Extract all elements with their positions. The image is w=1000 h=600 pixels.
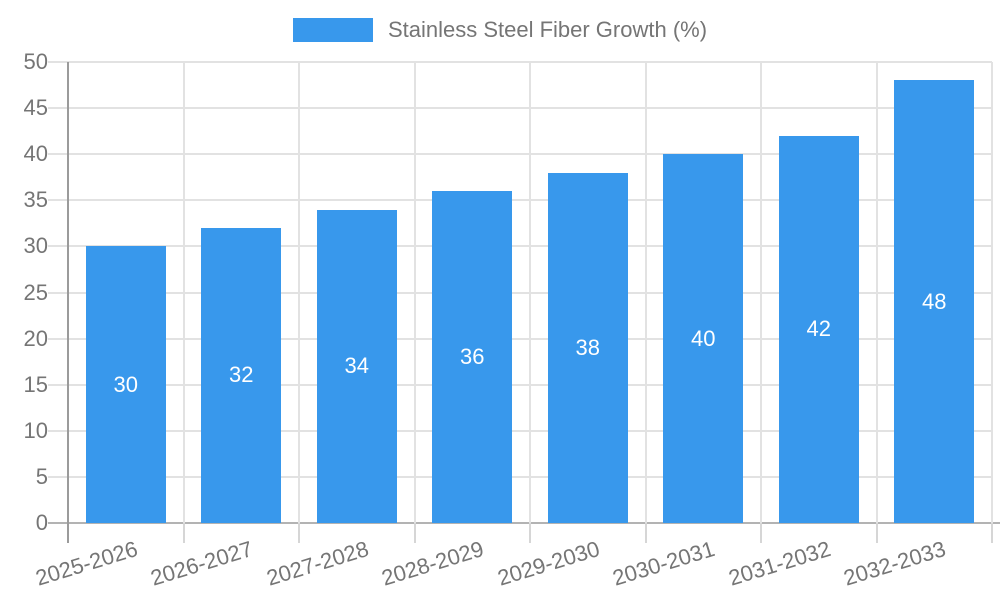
gridline-vertical	[529, 62, 531, 523]
bar-2029-2030[interactable]	[547, 172, 628, 523]
y-axis-tick-label: 35	[23, 187, 48, 213]
x-axis-tick	[529, 523, 531, 543]
bar-value-label: 32	[228, 362, 254, 388]
x-axis-category-label: 2026-2027	[147, 536, 256, 591]
gridline-horizontal	[48, 107, 992, 110]
x-axis-category-label: 2027-2028	[263, 536, 372, 591]
gridline-vertical	[182, 62, 185, 523]
y-axis-tick-label: 40	[23, 141, 48, 167]
x-axis-tick	[991, 523, 993, 543]
x-axis-tick	[413, 523, 416, 543]
bar-value-label: 36	[459, 344, 485, 370]
gridline-vertical	[875, 62, 878, 523]
y-axis-tick-label: 45	[23, 95, 48, 121]
bar-2025-2026[interactable]	[85, 246, 166, 523]
y-axis-tick-label: 15	[23, 371, 48, 397]
legend[interactable]: Stainless Steel Fiber Growth (%)	[0, 18, 1000, 42]
bar-value-label: 40	[690, 325, 716, 351]
gridline-horizontal	[48, 337, 992, 340]
gridline-vertical	[298, 62, 300, 523]
bar-value-label: 30	[113, 371, 138, 397]
x-axis-category-label: 2029-2030	[494, 536, 603, 591]
legend-label: Stainless Steel Fiber Growth (%)	[387, 17, 708, 42]
bar-value-label: 42	[806, 316, 831, 342]
gridline-horizontal	[48, 245, 992, 248]
bar-2032-2033[interactable]	[894, 80, 975, 523]
bar-2026-2027[interactable]	[201, 227, 282, 523]
x-axis-tick	[644, 523, 647, 543]
y-axis-tick-label: 0	[35, 510, 48, 535]
bar-2030-2031[interactable]	[663, 154, 744, 523]
gridline-horizontal	[48, 153, 992, 156]
x-axis-category-label: 2025-2026	[32, 536, 141, 591]
gridline-horizontal	[48, 291, 992, 294]
bar-value-label: 34	[344, 353, 369, 379]
x-axis-category-label: 2031-2032	[725, 536, 834, 591]
gridline-vertical	[760, 62, 762, 523]
x-axis-category-label: 2030-2031	[609, 536, 718, 591]
gridline-horizontal	[48, 475, 992, 478]
y-axis-tick-label: 10	[23, 417, 48, 443]
gridline-horizontal	[48, 61, 992, 63]
y-axis-line	[67, 62, 69, 543]
y-axis-tick-label: 5	[35, 463, 48, 489]
bar-2027-2028[interactable]	[316, 209, 397, 523]
x-axis-tick	[182, 523, 185, 543]
gridline-vertical	[644, 62, 647, 523]
x-axis-tick	[875, 523, 878, 543]
y-axis-tick-label: 20	[23, 325, 48, 351]
y-axis-tick-label: 50	[23, 49, 48, 74]
gridline-horizontal	[48, 383, 992, 386]
bar-value-label: 48	[921, 288, 947, 314]
x-axis-category-label: 2032-2033	[840, 536, 949, 591]
gridline-horizontal	[48, 199, 992, 202]
bar-2028-2029[interactable]	[432, 191, 513, 523]
x-axis-category-label: 2028-2029	[378, 536, 487, 591]
bar-value-label: 38	[575, 334, 600, 360]
x-axis-tick	[760, 523, 762, 543]
legend-swatch-icon	[292, 18, 373, 42]
gridline-vertical	[413, 62, 416, 523]
x-axis-baseline	[48, 522, 1000, 524]
gridline-horizontal	[48, 429, 992, 432]
y-axis-tick-label: 25	[23, 279, 48, 305]
bar-2031-2032[interactable]	[778, 135, 859, 523]
gridline-vertical	[991, 62, 993, 523]
y-axis-tick-label: 30	[23, 233, 48, 259]
x-axis-tick	[298, 523, 300, 543]
